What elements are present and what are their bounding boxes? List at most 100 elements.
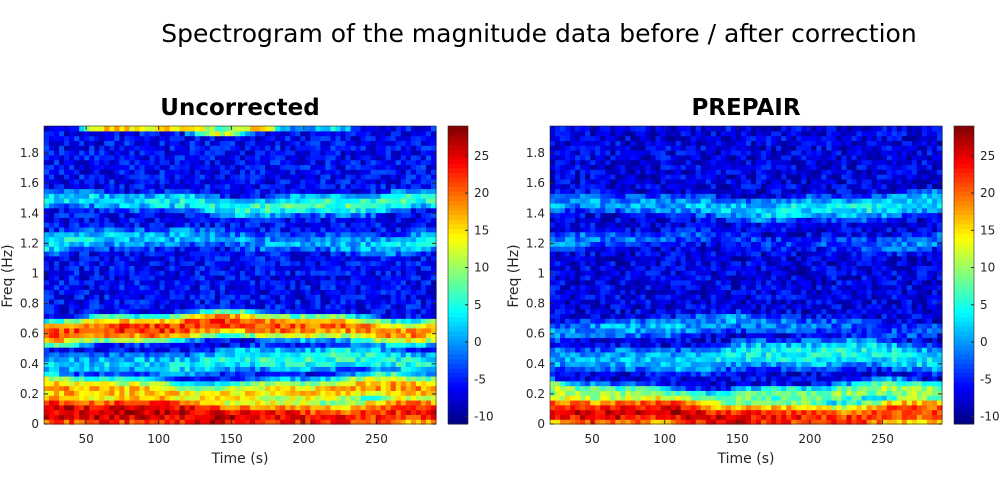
heatmap-cell (194, 361, 201, 367)
heatmap-cell (370, 145, 377, 151)
heatmap-cell (54, 390, 60, 396)
colorbar-segment (448, 139, 468, 146)
heatmap-cell (315, 140, 322, 146)
heatmap-cell (250, 294, 256, 300)
heatmap-cell (119, 217, 126, 223)
heatmap-cell (184, 255, 191, 262)
heatmap-cell (209, 140, 216, 146)
heatmap-cell (224, 164, 231, 170)
heatmap-cell (325, 308, 332, 315)
heatmap-cell (194, 399, 201, 406)
heatmap-cell (169, 347, 176, 353)
heatmap-cell (345, 318, 352, 324)
heatmap-cell (410, 375, 417, 382)
heatmap-cell (224, 390, 231, 396)
heatmap-cell (59, 308, 65, 315)
heatmap-cell (395, 217, 402, 223)
heatmap-cell (89, 202, 95, 209)
heatmap-cell (405, 404, 412, 411)
heatmap-cell (89, 270, 95, 276)
heatmap-cell (290, 222, 296, 228)
heatmap-cell (295, 332, 301, 339)
heatmap-cell (295, 323, 301, 329)
heatmap-cell (64, 150, 70, 156)
heatmap-cell (400, 226, 407, 233)
heatmap-cell (425, 145, 432, 151)
heatmap-cell (405, 299, 412, 305)
heatmap-cell (114, 419, 120, 425)
heatmap-cell (69, 414, 75, 420)
heatmap-cell (79, 332, 85, 339)
heatmap-cell (69, 164, 75, 170)
heatmap-cell (355, 198, 362, 204)
heatmap-cell (310, 366, 316, 372)
heatmap-cell (265, 371, 271, 377)
heatmap-cell (159, 130, 166, 137)
heatmap-cell (400, 371, 407, 377)
heatmap-cell (134, 198, 141, 204)
heatmap-cell (114, 284, 120, 291)
heatmap-cell (194, 294, 201, 300)
heatmap-cell (94, 270, 100, 276)
heatmap-cell (159, 318, 166, 324)
heatmap-cell (320, 380, 327, 387)
heatmap-cell (310, 150, 316, 156)
heatmap-cell (350, 246, 357, 252)
heatmap-cell (109, 347, 115, 353)
heatmap-cell (234, 332, 241, 339)
heatmap-cell (189, 303, 196, 310)
heatmap-cell (229, 390, 236, 396)
heatmap-cell (99, 169, 105, 175)
heatmap-cell (214, 246, 221, 252)
heatmap-cell (79, 337, 85, 343)
heatmap-cell (255, 130, 261, 137)
heatmap-cell (214, 260, 221, 266)
heatmap-cell (84, 419, 90, 425)
heatmap-cell (129, 255, 136, 262)
heatmap-cell (350, 183, 357, 190)
heatmap-cell (395, 299, 402, 305)
heatmap-cell (325, 241, 332, 247)
heatmap-cell (270, 318, 276, 324)
heatmap-cell (415, 231, 422, 238)
heatmap-cell (380, 351, 387, 358)
heatmap-cell (139, 318, 146, 324)
heatmap-cell (124, 265, 131, 271)
heatmap-cell (114, 318, 120, 324)
heatmap-cell (415, 399, 422, 406)
heatmap-cell (320, 347, 327, 353)
heatmap-cell (149, 404, 156, 411)
heatmap-cell (224, 308, 231, 315)
heatmap-cell (69, 236, 75, 242)
heatmap-cell (360, 265, 367, 271)
heatmap-cell (320, 217, 327, 223)
heatmap-cell (219, 270, 226, 276)
heatmap-cell (189, 255, 196, 262)
heatmap-cell (320, 246, 327, 252)
heatmap-cell (79, 371, 85, 377)
heatmap-cell (430, 327, 437, 334)
heatmap-cell (129, 395, 136, 401)
heatmap-cell (260, 308, 266, 315)
heatmap-cell (395, 265, 402, 271)
heatmap-cell (330, 404, 337, 411)
heatmap-cell (74, 342, 80, 348)
heatmap-cell (255, 380, 261, 387)
heatmap-cell (270, 231, 276, 238)
heatmap-cell (139, 241, 146, 247)
heatmap-cell (335, 130, 342, 137)
heatmap-cell (114, 351, 120, 358)
heatmap-cell (400, 356, 407, 363)
heatmap-cell (114, 342, 120, 348)
heatmap-cell (139, 207, 146, 214)
heatmap-cell (410, 361, 417, 367)
heatmap-cell (129, 217, 136, 223)
heatmap-cell (285, 399, 291, 406)
heatmap-cell (164, 135, 171, 142)
heatmap-cell (139, 299, 146, 305)
heatmap-cell (365, 241, 372, 247)
heatmap-cell (219, 419, 226, 425)
heatmap-cell (74, 327, 80, 334)
heatmap-cell (425, 284, 432, 291)
heatmap-cell (355, 375, 362, 382)
